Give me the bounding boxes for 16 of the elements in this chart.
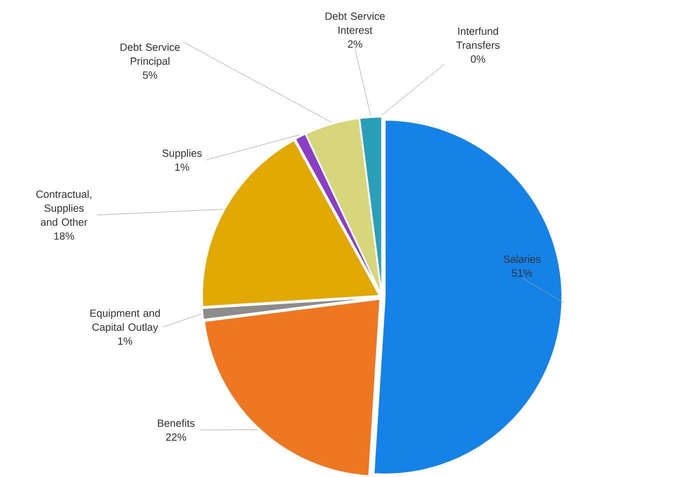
- slice-label: Debt Service Principal: [120, 43, 180, 67]
- slice-label: Debt Service Interest: [326, 12, 385, 34]
- data-label: 22%: [166, 433, 186, 441]
- category-label: Interfund Transfers: [456, 27, 500, 49]
- slice-label: Salaries: [504, 255, 541, 263]
- data-label: 1%: [118, 337, 132, 345]
- slice-label: Benefits: [158, 419, 195, 427]
- data-label: 5%: [142, 71, 158, 79]
- text: 0%: [470, 55, 486, 63]
- slice-label: Supplies: [162, 149, 202, 159]
- slice-label: Equipment and Capital Outlay: [90, 309, 160, 333]
- data-label: 51%: [512, 269, 532, 277]
- data-label: 1%: [175, 163, 190, 171]
- data-label: 18%: [54, 232, 74, 240]
- slice-label: Contractual, Supplies and Other: [36, 190, 92, 226]
- data-label: 2%: [348, 40, 362, 48]
